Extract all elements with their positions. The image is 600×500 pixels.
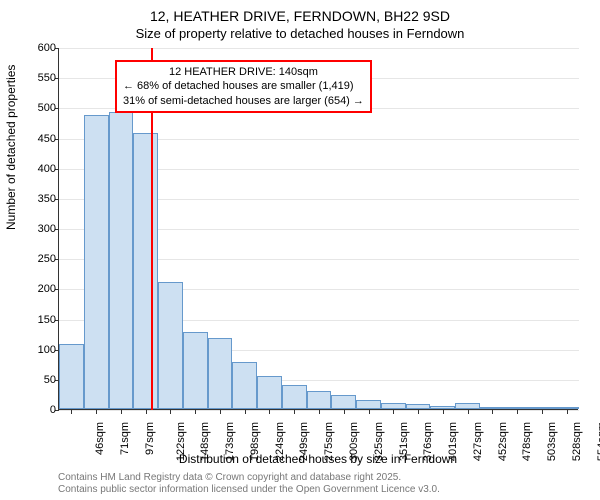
- y-axis-label: Number of detached properties: [4, 65, 18, 230]
- ytick-label: 0: [16, 404, 56, 416]
- xtick-mark: [542, 410, 543, 414]
- xtick-mark: [418, 410, 419, 414]
- xtick-label: 198sqm: [249, 422, 261, 461]
- xtick-label: 71sqm: [119, 422, 131, 455]
- histogram-bar: [158, 282, 183, 409]
- histogram-bar: [331, 395, 356, 409]
- ytick-label: 100: [16, 344, 56, 356]
- ytick-label: 400: [16, 163, 56, 175]
- xtick-mark: [393, 410, 394, 414]
- xtick-label: 173sqm: [224, 422, 236, 461]
- xtick-label: 478sqm: [521, 422, 533, 461]
- xtick-mark: [319, 410, 320, 414]
- xtick-label: 275sqm: [323, 422, 335, 461]
- xtick-label: 528sqm: [571, 422, 583, 461]
- xtick-mark: [146, 410, 147, 414]
- chart-title-sub: Size of property relative to detached ho…: [0, 26, 600, 41]
- xtick-mark: [369, 410, 370, 414]
- xtick-mark: [344, 410, 345, 414]
- xtick-mark: [195, 410, 196, 414]
- footer-line-1: Contains HM Land Registry data © Crown c…: [58, 472, 440, 484]
- ytick-label: 500: [16, 102, 56, 114]
- ytick-label: 550: [16, 72, 56, 84]
- ytick-label: 150: [16, 314, 56, 326]
- histogram-bar: [480, 407, 505, 409]
- ytick-label: 200: [16, 283, 56, 295]
- xtick-mark: [220, 410, 221, 414]
- xtick-mark: [96, 410, 97, 414]
- ytick-label: 300: [16, 223, 56, 235]
- footer-attribution: Contains HM Land Registry data © Crown c…: [58, 472, 440, 496]
- xtick-label: 224sqm: [274, 422, 286, 461]
- xtick-label: 351sqm: [398, 422, 410, 461]
- xtick-label: 148sqm: [200, 422, 212, 461]
- histogram-bar: [208, 338, 233, 409]
- ytick-label: 50: [16, 374, 56, 386]
- annotation-line-1: 12 HEATHER DRIVE: 140sqm: [123, 65, 364, 79]
- histogram-bar: [59, 344, 84, 409]
- xtick-label: 46sqm: [94, 422, 106, 455]
- xtick-label: 97sqm: [144, 422, 156, 455]
- xtick-mark: [269, 410, 270, 414]
- xtick-mark: [245, 410, 246, 414]
- xtick-label: 122sqm: [175, 422, 187, 461]
- xtick-label: 376sqm: [422, 422, 434, 461]
- histogram-bar: [455, 403, 480, 409]
- xtick-label: 503sqm: [546, 422, 558, 461]
- xtick-label: 325sqm: [373, 422, 385, 461]
- annotation-line-3: 31% of semi-detached houses are larger (…: [123, 94, 364, 108]
- xtick-label: 427sqm: [472, 422, 484, 461]
- ytick-label: 600: [16, 42, 56, 54]
- ytick-label: 250: [16, 253, 56, 265]
- xtick-mark: [71, 410, 72, 414]
- ytick-label: 450: [16, 133, 56, 145]
- histogram-bar: [109, 112, 134, 409]
- xtick-label: 300sqm: [348, 422, 360, 461]
- histogram-bar: [430, 406, 455, 409]
- xtick-mark: [492, 410, 493, 414]
- chart-title-main: 12, HEATHER DRIVE, FERNDOWN, BH22 9SD: [0, 8, 600, 24]
- histogram-bar: [381, 403, 406, 409]
- histogram-bar: [84, 115, 109, 409]
- xtick-mark: [468, 410, 469, 414]
- histogram-bar: [505, 407, 530, 409]
- histogram-bar: [307, 391, 332, 409]
- histogram-bar: [133, 133, 158, 409]
- xtick-label: 554sqm: [596, 422, 600, 461]
- xtick-mark: [443, 410, 444, 414]
- histogram-bar: [282, 385, 307, 409]
- histogram-bar: [183, 332, 208, 409]
- xtick-mark: [170, 410, 171, 414]
- xtick-mark: [517, 410, 518, 414]
- xtick-mark: [121, 410, 122, 414]
- xtick-label: 249sqm: [299, 422, 311, 461]
- histogram-bar: [406, 404, 431, 409]
- gridline: [59, 48, 579, 49]
- xtick-mark: [567, 410, 568, 414]
- xtick-label: 452sqm: [497, 422, 509, 461]
- footer-line-2: Contains public sector information licen…: [58, 484, 440, 496]
- xtick-mark: [294, 410, 295, 414]
- histogram-bar: [356, 400, 381, 409]
- xtick-label: 401sqm: [447, 422, 459, 461]
- histogram-bar: [257, 376, 282, 409]
- histogram-bar: [529, 407, 554, 409]
- annotation-line-2: ← 68% of detached houses are smaller (1,…: [123, 79, 364, 93]
- annotation-box: 12 HEATHER DRIVE: 140sqm← 68% of detache…: [115, 60, 372, 113]
- histogram-bar: [232, 362, 257, 409]
- histogram-bar: [554, 407, 579, 409]
- ytick-label: 350: [16, 193, 56, 205]
